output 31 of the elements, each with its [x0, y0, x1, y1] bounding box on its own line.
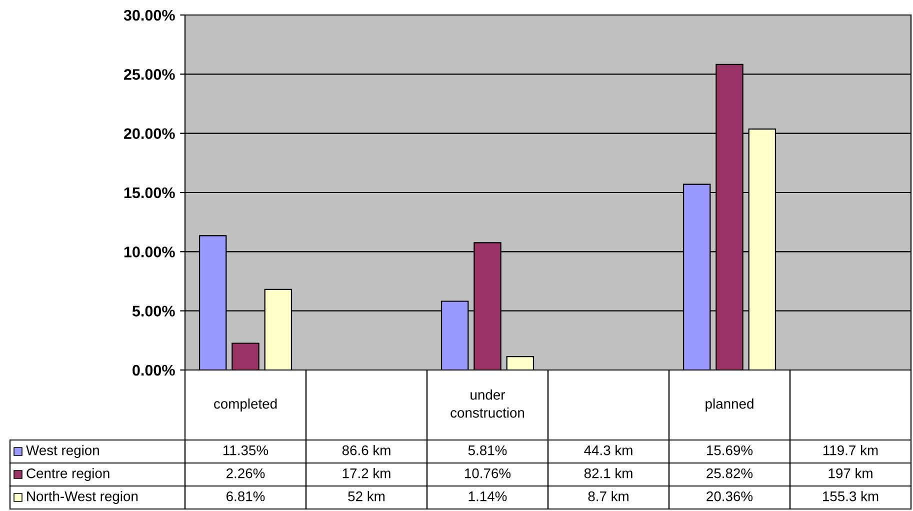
y-tick-label: 20.00%: [124, 128, 175, 140]
x-tick-label: completed: [214, 398, 277, 412]
data-label: 2.26%: [226, 468, 265, 478]
y-tick-label: 25.00%: [124, 69, 175, 80]
text: 17.2 km: [342, 468, 390, 478]
text: 82.1 km: [584, 468, 632, 478]
legend-label: West region: [26, 445, 99, 458]
text: 197 km: [828, 468, 872, 478]
data-label: 25.82%: [706, 468, 753, 478]
data-label: 20.36%: [706, 491, 753, 502]
data-label: 15.69%: [707, 445, 753, 456]
y-tick-label: 15.00%: [124, 187, 175, 198]
data-label: 11.35%: [224, 445, 268, 456]
legend-label: North-West region: [27, 491, 138, 504]
text: 119.7 km: [824, 445, 878, 456]
data-label: 5.81%: [468, 445, 507, 456]
data-label: 6.81%: [226, 491, 265, 502]
y-tick-label: 10.00%: [124, 246, 175, 258]
text: 52 km: [348, 491, 384, 502]
x-tick-label: planned: [706, 398, 754, 412]
text: 8.7 km: [588, 491, 628, 502]
text: 86.6 km: [342, 445, 390, 456]
text: 155.3 km: [822, 491, 878, 502]
y-tick-label: 0.00%: [132, 364, 175, 376]
y-tick-label: 5.00%: [132, 306, 175, 317]
data-label: 1.14%: [468, 491, 507, 502]
text: 44.3 km: [584, 445, 632, 456]
data-label: 10.76%: [465, 468, 511, 478]
y-tick-label: 30.00%: [124, 10, 175, 21]
legend-label: Centre region: [26, 468, 110, 481]
x-tick-label: under construction: [450, 390, 524, 418]
